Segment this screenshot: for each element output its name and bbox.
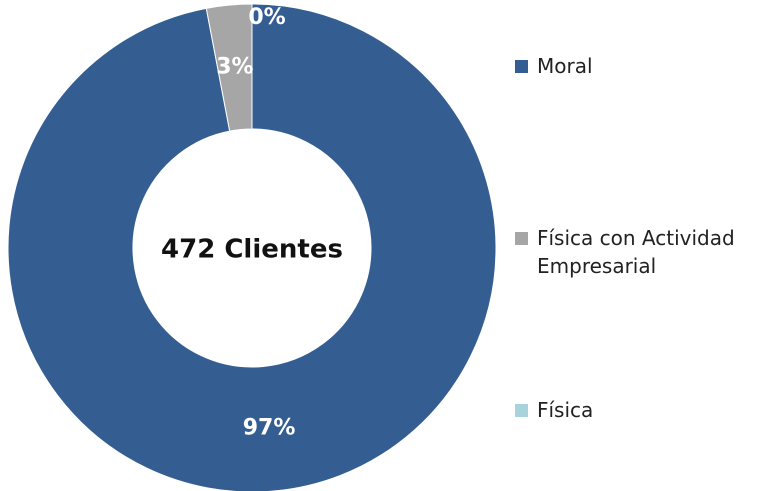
center-label: 472 Clientes [161,235,343,265]
donut-slice [7,3,497,491]
data-label: 3% [216,54,253,79]
legend-swatch [515,232,528,245]
legend-label: Física [537,398,594,422]
donut-slice [205,3,253,132]
legend-item: Física [515,396,765,424]
legend-label: Física con Actividad Empresarial [537,226,735,278]
legend-label: Moral [537,54,593,78]
legend-item: Física con Actividad Empresarial [515,224,765,280]
legend-item: Moral [515,52,765,80]
legend-swatch [515,404,528,417]
legend-swatch [515,60,528,73]
data-label: 0% [248,5,285,30]
data-label: 97% [243,416,296,441]
